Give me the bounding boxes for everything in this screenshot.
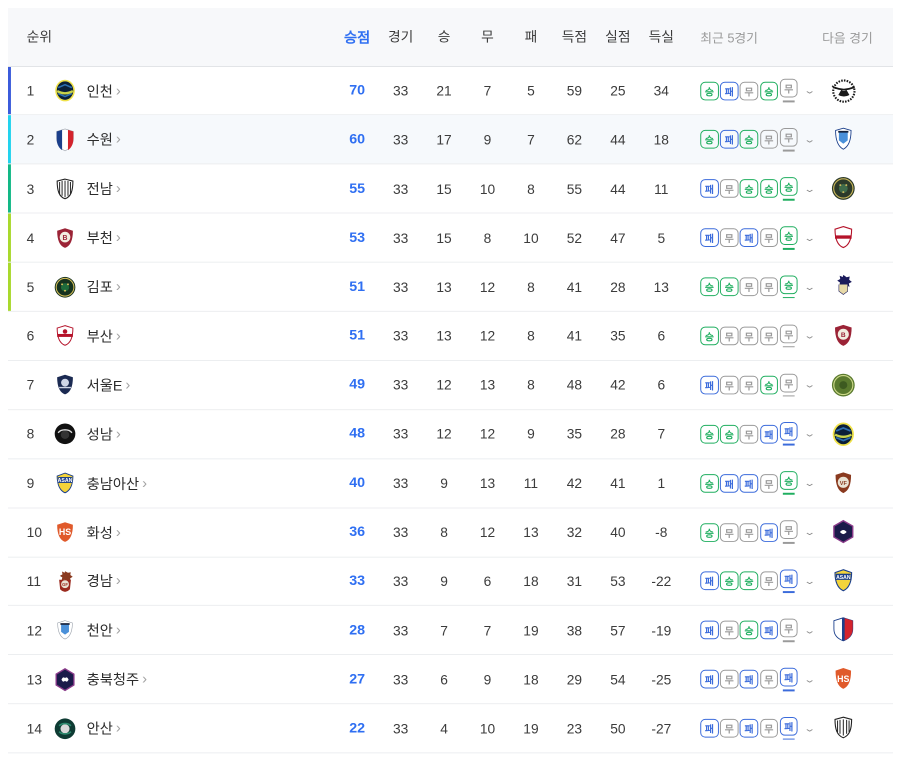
svg-text:VF: VF (840, 481, 848, 487)
svg-text:ASAN: ASAN (836, 575, 851, 581)
svg-text:GF: GF (62, 582, 68, 587)
svg-text:B: B (63, 235, 68, 242)
svg-text:ASAN: ASAN (58, 478, 73, 484)
svg-text:HS: HS (837, 674, 849, 684)
svg-text:HS: HS (59, 527, 71, 537)
svg-text:B: B (841, 332, 846, 339)
